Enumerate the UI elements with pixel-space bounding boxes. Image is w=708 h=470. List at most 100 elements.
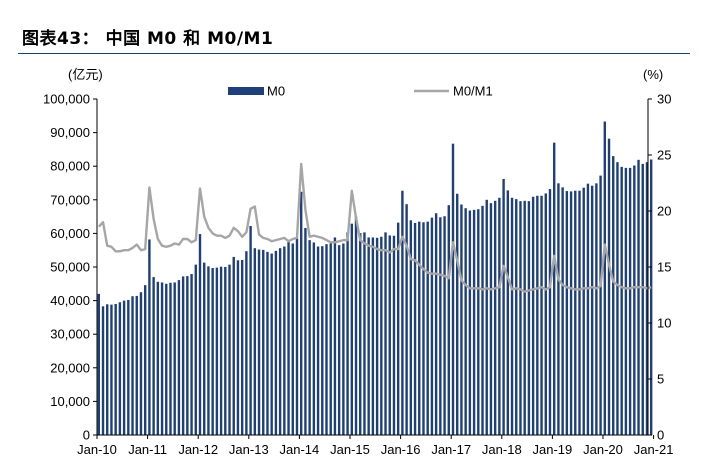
m0-bar [426,221,429,435]
m0-bar [181,276,185,435]
x-axis-tick-label: Jan-16 [381,442,421,457]
m0-bar [194,264,197,435]
m0-bar [447,205,450,435]
x-axis-tick-label: Jan-15 [330,442,370,457]
m0-bar [215,267,219,435]
left-axis-tick-label: 70,000 [50,192,90,207]
m0-bar [481,205,484,435]
m0-bar [152,277,155,435]
m0-bar [342,243,345,435]
m0-bar [165,283,168,435]
m0-bar [464,208,467,435]
m0-bar [186,276,189,435]
m0-bar [106,304,109,435]
right-axis-tick-label: 25 [657,148,671,163]
m0-bar [413,222,417,435]
m0-bar [262,249,265,435]
m0-bar [300,191,303,435]
m0-bar [430,217,434,435]
m0-bar [409,220,413,435]
left-axis-tick-label: 0 [83,428,90,443]
m0-bar [396,222,400,435]
m0-bar [565,191,569,435]
m0-bar [371,237,375,435]
m0-bar [304,228,307,435]
x-axis-tick-label: Jan-18 [482,442,522,457]
x-axis-tick-label: Jan-11 [128,442,167,457]
left-axis-tick-label: 30,000 [50,327,90,342]
m0-bar [203,262,206,435]
m0-bar [536,195,539,435]
m0-bar [253,248,257,435]
m0-bar [553,142,556,435]
m0-bar [628,167,632,435]
title-divider [18,53,690,54]
m0-bar [637,159,640,435]
m0-bar [439,217,442,435]
m0-bar [333,237,337,435]
m0-bar [232,256,235,435]
m0-bar [443,216,446,435]
m0-bar [624,167,628,435]
legend-m0-swatch [228,87,264,95]
m0-bar [380,236,383,435]
m0-bar [139,292,143,435]
x-axis-tick-label: Jan-19 [533,442,573,457]
left-axis-tick-label: 20,000 [50,360,90,375]
m0-bar [544,193,547,435]
m0-bar [219,266,223,435]
m0-bar [582,187,585,435]
m0-bar [337,245,341,435]
m0-bar [510,197,514,435]
m0-bar [257,249,261,435]
m0-bar [249,226,252,435]
m0-bar [468,210,472,435]
m0-bar [649,159,653,436]
m0-bar [295,238,299,435]
left-axis-tick-label: 50,000 [50,260,90,275]
m0-bar [489,203,493,435]
m0-bar [595,183,598,435]
m0-bar [493,200,497,435]
m0-bar [245,251,248,435]
left-axis-tick-label: 60,000 [50,226,90,241]
m0-bar [224,267,227,435]
m0-bar [607,138,611,435]
m0-bar [460,204,463,435]
right-axis-tick-label: 30 [657,92,671,107]
m0-bar [118,302,122,435]
m0-bar [354,216,358,435]
right-axis-tick-label: 0 [657,428,664,443]
m0-bar [177,280,181,435]
m0-bar [359,233,362,435]
m0-bar [266,251,269,435]
m0-bar [148,239,151,435]
m0-bar [574,190,577,435]
m0-bar [312,242,316,435]
m0-bar [384,232,387,435]
right-axis-tick-label: 10 [657,316,671,331]
m0-bar [456,193,459,435]
legend-m0-m1-label: M0/M1 [453,84,493,99]
m0-bar [472,209,476,435]
m0-bar [346,232,349,435]
m0-bar [169,282,172,435]
right-axis-tick-label: 20 [657,204,671,219]
m0-bar [418,221,421,435]
x-axis-tick-label: Jan-20 [583,442,623,457]
m0-bar [434,213,438,435]
m0-bar [236,260,240,435]
m0-bar [211,268,214,435]
m0-bar [405,204,408,435]
m0-bar [127,299,130,435]
x-axis-tick-label: Jan-12 [178,442,218,457]
m0-bar [527,201,531,435]
m0-bar [477,209,480,435]
m0-bar [616,162,619,436]
left-axis-tick-label: 90,000 [50,125,90,140]
m0-bar [645,162,649,436]
m0-bar [110,304,113,435]
m0-bar [321,246,324,435]
left-axis-tick-label: 80,000 [50,159,90,174]
